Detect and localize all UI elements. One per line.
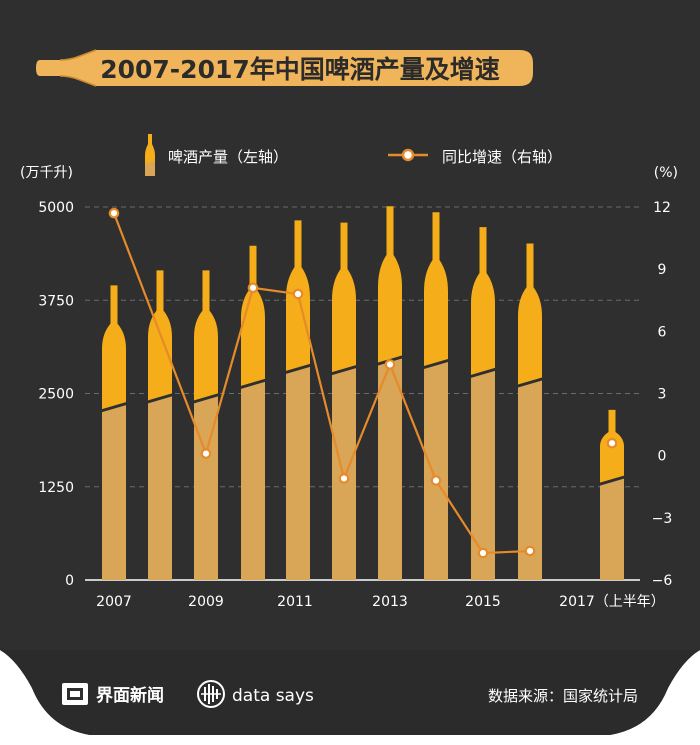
x-axis-ticks: 2007 2009 2011 2013 2015 2017（上半年） [96,594,665,610]
right-tick-label: 3 [658,387,667,403]
x-tick-label: 2007 [96,594,132,610]
brand-datasays: data says [232,686,314,706]
left-tick-label: 0 [65,573,74,589]
x-tick-label: 2011 [277,594,313,610]
bar-body [378,358,402,580]
left-axis-ticks: 5000 3750 2500 1250 0 [38,200,74,589]
right-tick-label: −6 [652,573,673,589]
bar-body [148,396,172,580]
legend-growth-label: 同比增速（右轴） [442,148,562,166]
legend-production-label: 啤酒产量（左轴） [168,148,288,166]
bar-body [286,366,310,580]
right-tick-label: 0 [658,449,667,465]
bar-body [518,380,542,580]
x-tick-label: 2009 [188,594,224,610]
growth-point-2011 [292,288,304,300]
bar-2010 [241,245,265,580]
bar-2015 [471,227,495,580]
left-axis-unit: (万千升) [20,165,73,181]
growth-point-2015 [477,547,489,559]
legend-bottle-icon [145,134,155,176]
chart-title: 2007-2017年中国啤酒产量及增速 [100,55,500,84]
bar-2009 [194,270,218,580]
brand-jiemian: 界面新闻 [96,685,164,706]
bar-body [194,396,218,580]
bar-2016 [518,243,542,580]
right-tick-label: −3 [652,511,673,527]
grid [85,206,640,581]
banner-bottle-shape [36,50,533,86]
title-banner: 2007-2017年中国啤酒产量及增速 [36,49,533,87]
right-tick-label: 6 [658,324,667,340]
datasays-logo-icon [197,680,225,708]
growth-point-2010 [247,282,259,294]
growth-line [108,207,618,559]
right-tick-label: 9 [658,262,667,278]
background-texture [0,650,700,735]
jiemian-logo-icon [62,683,88,705]
growth-point-2017（上半年） [606,437,618,449]
growth-point-2009 [200,448,212,459]
data-source: 数据来源：国家统计局 [488,687,638,705]
bars [102,206,624,580]
right-axis-ticks: 12 9 6 3 0 −3 −6 [652,200,673,589]
right-tick-label: 12 [653,200,671,216]
left-tick-label: 2500 [38,387,74,403]
bar-top [424,212,448,367]
bar-body [241,381,265,580]
left-tick-label: 3750 [38,293,74,309]
x-tick-label: 2017（上半年） [559,594,665,610]
bar-top [241,245,265,386]
bar-2007 [102,285,126,580]
growth-point-2007 [108,207,120,219]
bar-top [518,243,542,385]
x-tick-label: 2013 [372,594,408,610]
bar-top [102,285,126,410]
right-axis-unit: (%) [654,165,678,181]
growth-point-2012 [338,473,350,484]
bar-body [424,362,448,580]
left-tick-label: 1250 [38,480,74,496]
bar-top [332,222,356,373]
growth-point-2013 [384,359,396,370]
growth-point-2016 [524,545,536,557]
legend: 啤酒产量（左轴） 同比增速（右轴） [145,134,562,176]
bar-2013 [378,206,402,580]
bar-body [600,478,624,580]
bar-top [194,270,218,401]
bar-body [102,405,126,580]
bar-body [471,370,495,580]
left-tick-label: 5000 [38,200,74,216]
bar-top [471,227,495,375]
bar-2014 [424,212,448,580]
legend-line-icon [388,148,428,162]
footer: 界面新闻 data says 数据来源：国家统计局 [62,680,638,708]
x-tick-label: 2015 [465,594,501,610]
bar-top [378,206,402,363]
growth-point-2014 [430,475,442,486]
